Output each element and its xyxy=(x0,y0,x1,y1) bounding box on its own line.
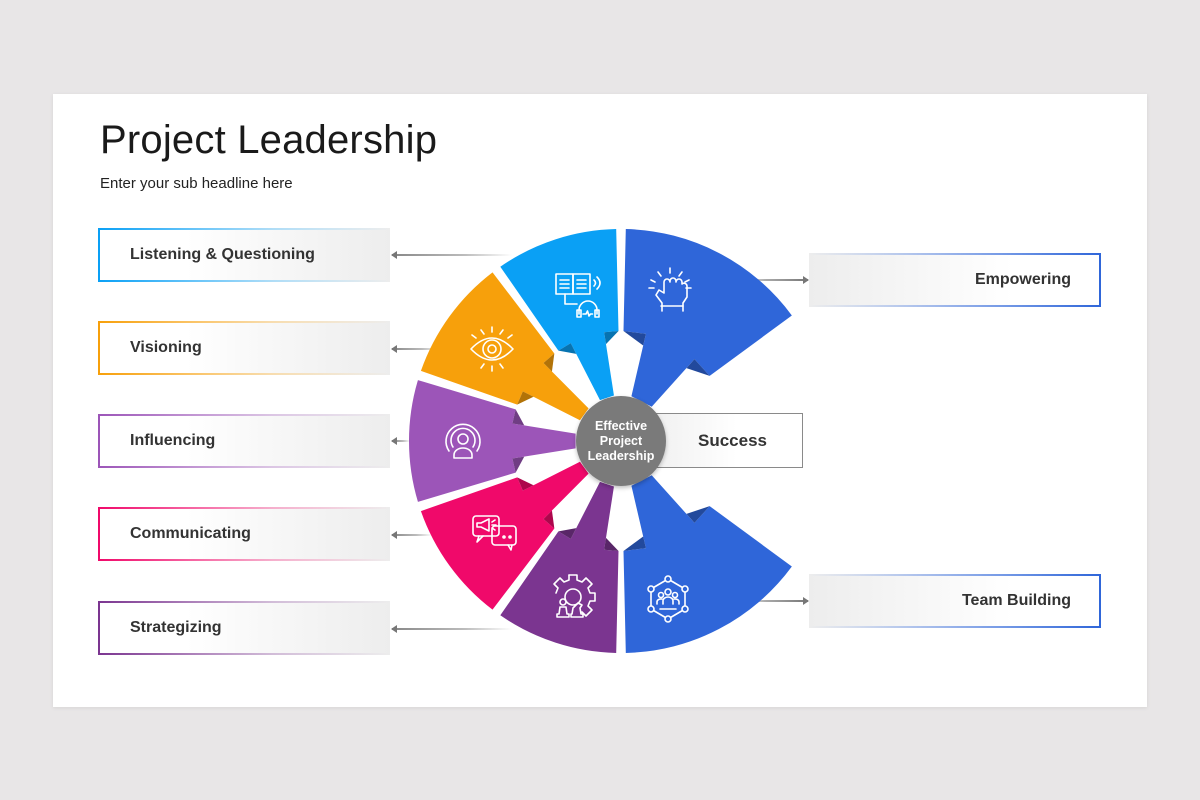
arrow-visioning xyxy=(391,345,442,353)
arrow-influencing xyxy=(391,437,410,445)
segment-strategizing xyxy=(500,481,619,653)
label-text: Team Building xyxy=(961,592,1071,609)
segment-influencing xyxy=(409,380,576,502)
fold-shadow xyxy=(604,331,619,345)
fold-shadow xyxy=(517,391,534,405)
segment-empowering xyxy=(623,229,792,407)
label-text: Visioning xyxy=(130,339,202,356)
center-line-1: Effective xyxy=(594,418,648,433)
fold-shadow xyxy=(543,510,555,529)
label-box-visioning: Visioning xyxy=(98,321,390,375)
arrow-listening xyxy=(391,251,512,259)
raised-fist-icon xyxy=(648,267,692,312)
fold-shadow xyxy=(558,528,577,539)
arrow-team-building xyxy=(738,597,809,605)
arrow-strategizing xyxy=(391,625,512,633)
fold-shadow xyxy=(512,456,525,473)
label-box-empowering: Empowering xyxy=(809,253,1101,307)
label-box-team-building: Team Building xyxy=(809,574,1101,628)
label-text: Communicating xyxy=(130,525,251,542)
success-box: Success xyxy=(640,413,803,468)
label-text: Empowering xyxy=(974,271,1071,288)
center-line-3: Leadership xyxy=(587,448,655,463)
megaphone-chat-icon xyxy=(472,515,517,551)
eye-icon xyxy=(470,326,514,372)
label-box-influencing: Influencing xyxy=(98,414,390,468)
segment-visioning xyxy=(420,272,589,421)
label-box-listening: Listening & Questioning xyxy=(98,228,390,282)
arrow-empowering xyxy=(738,276,809,284)
team-network-icon xyxy=(647,575,689,623)
fold-shadow xyxy=(686,506,710,523)
success-label: Success xyxy=(698,430,767,450)
center-line-2: Project xyxy=(599,433,643,448)
fold-shadow xyxy=(558,343,577,354)
label-text: Strategizing xyxy=(130,619,222,636)
fold-shadow xyxy=(686,359,710,376)
book-headphones-icon xyxy=(555,273,601,318)
label-text: Listening & Questioning xyxy=(130,246,315,263)
label-text: Influencing xyxy=(130,432,216,449)
arrow-communicating xyxy=(391,531,432,539)
segment-listening xyxy=(500,229,619,401)
fold-shadow xyxy=(623,331,646,346)
broadcast-person-icon xyxy=(445,423,481,459)
fold-shadow xyxy=(512,409,525,426)
label-box-communicating: Communicating xyxy=(98,507,390,561)
fold-shadow xyxy=(517,477,534,491)
center-circle: Effective Project Leadership xyxy=(576,396,666,486)
gear-chess-icon xyxy=(553,574,596,618)
page-title: Project Leadership xyxy=(100,118,438,162)
fold-shadow xyxy=(543,353,555,372)
fold-shadow xyxy=(604,537,619,551)
segment-team-building xyxy=(623,475,792,653)
page-subtitle: Enter your sub headline here xyxy=(100,175,293,192)
label-box-strategizing: Strategizing xyxy=(98,601,390,655)
fold-shadow xyxy=(623,536,646,551)
